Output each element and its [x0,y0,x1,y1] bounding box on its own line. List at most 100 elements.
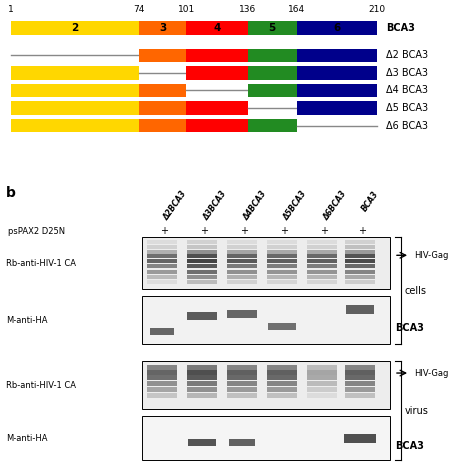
Bar [247,84,297,97]
Text: 74: 74 [133,5,145,14]
Bar [345,259,375,263]
Bar [11,118,139,132]
Text: Δ6BCA3: Δ6BCA3 [322,189,349,222]
Text: M-anti-HA: M-anti-HA [6,316,47,325]
Bar [147,381,177,385]
Bar [267,392,297,398]
Bar [139,101,186,115]
Bar [307,240,337,244]
Text: HIV-Gag: HIV-Gag [414,251,448,260]
Bar [147,254,177,258]
Bar [147,270,177,274]
Bar [268,323,296,329]
Text: BCA3: BCA3 [395,441,424,451]
Text: +: + [280,226,288,236]
Bar [11,84,139,97]
Bar [187,365,217,370]
Bar [307,245,337,249]
Bar [147,259,177,263]
Bar [147,240,177,244]
Text: BCA3: BCA3 [360,189,380,213]
Bar [147,370,177,374]
Bar [267,240,297,244]
Bar [267,275,297,279]
Bar [307,374,337,380]
Text: virus: virus [405,406,429,416]
Bar [147,365,177,370]
Bar [307,365,337,370]
Text: Rb-anti-HIV-1 CA: Rb-anti-HIV-1 CA [6,259,76,268]
Bar [307,270,337,274]
Bar [187,370,217,374]
Bar [297,101,377,115]
Text: M-anti-HA: M-anti-HA [6,434,47,443]
Text: Δ6 BCA3: Δ6 BCA3 [386,120,428,130]
Bar [227,310,257,318]
Bar [307,370,337,374]
Text: Δ3BCA3: Δ3BCA3 [202,189,229,222]
Text: 136: 136 [239,5,256,14]
Bar [11,21,139,35]
Bar [346,305,374,314]
Bar [186,21,247,35]
Bar [307,264,337,268]
Bar [247,66,297,80]
Bar [187,374,217,380]
Bar [267,254,297,258]
Bar [247,49,297,62]
Bar [227,254,257,258]
Bar [267,264,297,268]
Bar [186,49,247,62]
Text: Δ5BCA3: Δ5BCA3 [282,189,309,222]
Bar [307,381,337,385]
Text: Δ5 BCA3: Δ5 BCA3 [386,103,428,113]
Bar [307,254,337,258]
Bar [267,280,297,284]
Bar [186,101,247,115]
Bar [147,386,177,392]
Bar [227,270,257,274]
Bar [267,259,297,263]
Bar [247,118,297,132]
Text: cells: cells [405,285,427,296]
Bar [187,275,217,279]
Bar [229,438,255,446]
Bar [345,280,375,284]
Bar [187,381,217,385]
Bar [307,392,337,398]
Text: 101: 101 [178,5,195,14]
Bar [147,275,177,279]
Bar [297,21,377,35]
Bar [307,386,337,392]
Bar [345,370,375,374]
Bar [227,374,257,380]
Bar [187,264,217,268]
Text: b: b [6,186,16,200]
Bar [187,386,217,392]
Bar [147,245,177,249]
Text: 5: 5 [268,23,275,33]
Bar [187,392,217,398]
Bar [345,365,375,370]
Bar [142,296,390,344]
Bar [227,264,257,268]
Bar [187,280,217,284]
Text: 164: 164 [288,5,305,14]
Bar [142,416,390,460]
Bar [139,118,186,132]
Text: Δ3 BCA3: Δ3 BCA3 [386,68,428,78]
Bar [267,250,297,254]
Bar [267,245,297,249]
Bar [139,21,186,35]
Bar [187,254,217,258]
Bar [345,250,375,254]
Text: +: + [240,226,248,236]
Bar [147,280,177,284]
Bar [267,365,297,370]
Bar [345,245,375,249]
Text: 2: 2 [72,23,79,33]
Bar [307,275,337,279]
Bar [227,365,257,370]
Bar [147,250,177,254]
Text: Δ2 BCA3: Δ2 BCA3 [386,50,428,60]
